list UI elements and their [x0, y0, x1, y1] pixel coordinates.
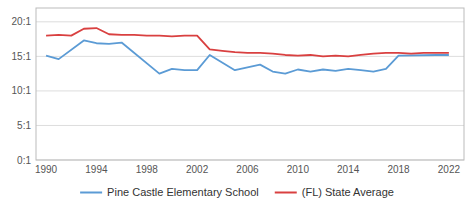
y-tick-label: 10:1 [12, 85, 32, 96]
y-tick-label: 15:1 [12, 51, 32, 62]
lines [46, 28, 449, 74]
legend-label: Pine Castle Elementary School [107, 186, 259, 198]
series-line [46, 40, 449, 73]
x-tick-label: 2014 [337, 164, 360, 175]
y-tick-label: 0:1 [17, 155, 31, 166]
x-tick-label: 2010 [287, 164, 310, 175]
y-tick-label: 5:1 [17, 120, 31, 131]
x-tick-label: 2022 [438, 164, 461, 175]
y-grid-line [36, 125, 464, 126]
legend-swatch [80, 192, 102, 194]
x-tick-label: 2018 [387, 164, 410, 175]
legend-swatch [275, 192, 297, 194]
y-grid-line [36, 90, 464, 91]
grid [36, 22, 464, 160]
x-tick-label: 1994 [85, 164, 108, 175]
legend-label: (FL) State Average [302, 186, 394, 198]
x-tick-label: 2002 [186, 164, 209, 175]
legend: Pine Castle Elementary School (FL) State … [80, 186, 394, 198]
x-tick-label: 2006 [236, 164, 259, 175]
x-tick-label: 1998 [136, 164, 159, 175]
plot-frame [36, 8, 464, 160]
y-tick-label: 20:1 [12, 16, 32, 27]
y-grid-line [36, 21, 464, 22]
x-tick-label: 1990 [35, 164, 58, 175]
chart: 0:1 5:1 10:1 15:1 20:1 1990 1994 1998 2002 2006 20… [0, 0, 474, 208]
series-line [46, 28, 449, 56]
